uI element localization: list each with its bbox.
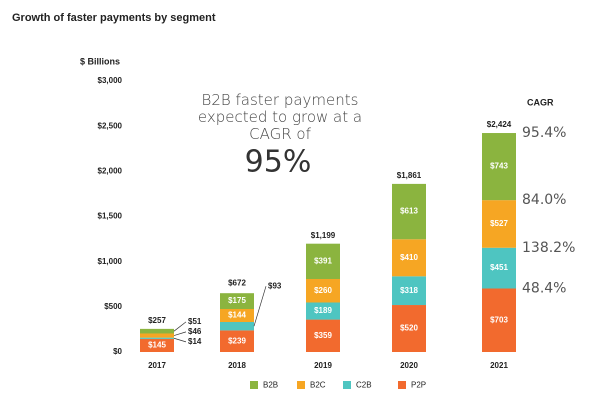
value-label: $451 bbox=[490, 263, 508, 272]
leader-line bbox=[253, 286, 267, 327]
leader-line bbox=[173, 337, 187, 343]
bar-segment bbox=[392, 305, 426, 352]
cagr-label: 84.0% bbox=[522, 192, 566, 208]
bar-segment bbox=[482, 200, 516, 248]
legend-label: B2C bbox=[310, 381, 326, 390]
bar-segment bbox=[392, 276, 426, 306]
chart-title: Growth of faster payments by segment bbox=[12, 12, 216, 24]
total-label: $2,424 bbox=[487, 120, 512, 129]
bar-segment bbox=[140, 337, 174, 339]
x-tick-label: 2018 bbox=[228, 361, 246, 370]
value-label: $93 bbox=[268, 281, 282, 290]
total-label: $672 bbox=[228, 278, 246, 287]
total-label: $1,861 bbox=[397, 171, 422, 180]
bar-segment bbox=[220, 293, 254, 310]
value-label: $743 bbox=[490, 162, 508, 171]
legend-label: P2P bbox=[411, 381, 426, 390]
bar-segment bbox=[392, 239, 426, 277]
value-label: $175 bbox=[228, 296, 246, 305]
y-tick-label: $2,000 bbox=[98, 166, 123, 175]
legend-label: B2B bbox=[263, 381, 278, 390]
value-label: $144 bbox=[228, 311, 246, 320]
legend-label: C2B bbox=[356, 381, 372, 390]
y-tick-label: $0 bbox=[113, 347, 122, 356]
annotation-box: B2B faster payments expected to grow at … bbox=[197, 92, 363, 143]
y-tick-label: $1,500 bbox=[98, 212, 123, 221]
y-tick-label: $3,000 bbox=[98, 76, 123, 85]
value-label: $239 bbox=[228, 336, 246, 345]
legend-swatch bbox=[297, 381, 305, 389]
value-label: $703 bbox=[490, 315, 508, 324]
legend-swatch bbox=[398, 381, 406, 389]
value-label: $145 bbox=[148, 341, 166, 350]
total-label: $257 bbox=[148, 316, 166, 325]
value-label: $410 bbox=[400, 253, 418, 262]
bar-segment bbox=[482, 133, 516, 201]
bar-segment bbox=[306, 319, 340, 352]
leader-line bbox=[173, 331, 187, 336]
bar-segment bbox=[140, 338, 174, 352]
value-label: $527 bbox=[490, 219, 508, 228]
value-label: $189 bbox=[314, 306, 332, 315]
value-label: $359 bbox=[314, 331, 332, 340]
bar-segment bbox=[306, 302, 340, 320]
bar-segment bbox=[140, 328, 174, 334]
x-tick-label: 2017 bbox=[148, 361, 166, 370]
y-axis-label: $ Billions bbox=[80, 56, 120, 66]
legend-swatch bbox=[250, 381, 258, 389]
bar-segment bbox=[306, 279, 340, 303]
x-tick-label: 2020 bbox=[400, 361, 418, 370]
value-label: $260 bbox=[314, 286, 332, 295]
cagr-label: 48.4% bbox=[522, 280, 566, 296]
bar-segment bbox=[220, 330, 254, 352]
value-label: $391 bbox=[314, 256, 332, 265]
value-label: $14 bbox=[188, 337, 202, 346]
value-label: $46 bbox=[188, 327, 202, 336]
x-tick-label: 2019 bbox=[314, 361, 332, 370]
y-tick-label: $500 bbox=[104, 302, 122, 311]
value-label: $520 bbox=[400, 324, 418, 333]
value-label: $318 bbox=[400, 286, 418, 295]
y-tick-label: $2,500 bbox=[98, 121, 123, 130]
value-label: $613 bbox=[400, 207, 418, 216]
y-tick-label: $1,000 bbox=[98, 257, 123, 266]
bar-segment bbox=[140, 333, 174, 338]
cagr-label: 95.4% bbox=[522, 125, 566, 141]
legend-swatch bbox=[343, 381, 351, 389]
total-label: $1,199 bbox=[311, 231, 336, 240]
cagr-label: 138.2% bbox=[522, 240, 575, 256]
cagr-title: CAGR bbox=[527, 97, 554, 107]
annotation: B2B faster payments expected to grow at … bbox=[197, 92, 363, 143]
bar-segment bbox=[392, 183, 426, 240]
x-tick-label: 2021 bbox=[490, 361, 508, 370]
bar-segment bbox=[482, 288, 516, 352]
bar-segment bbox=[220, 322, 254, 331]
annotation-value: 95% bbox=[245, 145, 312, 180]
bar-segment bbox=[220, 309, 254, 323]
bar-segment bbox=[482, 247, 516, 289]
value-label: $51 bbox=[188, 317, 202, 326]
bar-segment bbox=[306, 243, 340, 280]
leader-line bbox=[173, 321, 187, 332]
